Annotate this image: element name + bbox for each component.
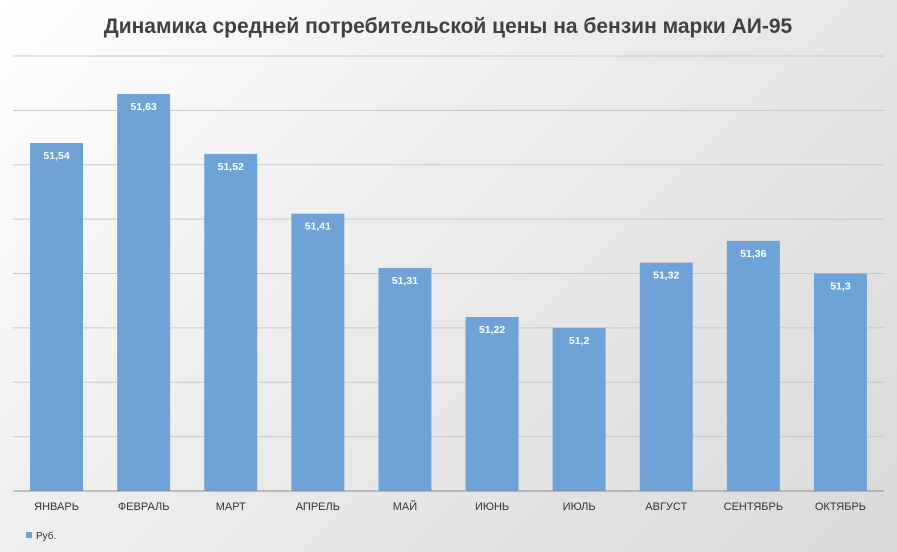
data-label: 51,41 — [305, 221, 331, 233]
bar — [30, 143, 84, 491]
legend-swatch — [26, 532, 32, 538]
x-tick-label: ИЮЛЬ — [563, 501, 596, 513]
x-tick-label: ЯНВАРЬ — [34, 501, 79, 513]
data-label: 51,54 — [43, 150, 69, 162]
data-label: 51,52 — [218, 161, 244, 173]
data-label: 51,36 — [740, 248, 766, 260]
chart-title: Динамика средней потребительской цены на… — [104, 15, 793, 38]
bar — [639, 262, 693, 491]
data-labels: 51,54 51,63 51,52 51,41 51,31 51,22 51,2 51,32 5… — [43, 101, 850, 347]
x-tick-label: МАЙ — [393, 500, 417, 513]
legend: Руб. — [26, 530, 56, 542]
x-tick-label: АПРЕЛЬ — [296, 501, 340, 513]
x-tick-label: ИЮНЬ — [475, 501, 509, 513]
x-axis-tick-labels: ЯНВАРЬ ФЕВРАЛЬ МАРТ АПРЕЛЬ МАЙ ИЮНЬ ИЮЛЬ АВГУСТ… — [34, 500, 866, 513]
legend-label: Руб. — [36, 530, 56, 542]
bar — [726, 240, 780, 491]
data-label: 51,31 — [392, 275, 418, 287]
bar — [291, 213, 345, 491]
bar — [552, 327, 606, 491]
x-tick-label: АВГУСТ — [645, 501, 687, 513]
bar — [378, 268, 432, 491]
data-label: 51,2 — [569, 335, 590, 347]
x-tick-label: ОКТЯБРЬ — [815, 501, 866, 513]
bar — [465, 317, 519, 491]
x-tick-label: СЕНТЯБРЬ — [724, 501, 783, 513]
bar — [117, 94, 171, 491]
data-label: 51,22 — [479, 324, 505, 336]
data-label: 51,63 — [131, 101, 157, 113]
x-tick-label: ФЕВРАЛЬ — [118, 501, 170, 513]
data-label: 51,32 — [653, 270, 679, 282]
data-label: 51,3 — [830, 281, 851, 293]
bars — [30, 94, 867, 491]
bar — [813, 273, 867, 491]
bar — [204, 153, 258, 491]
x-tick-label: МАРТ — [216, 501, 246, 513]
